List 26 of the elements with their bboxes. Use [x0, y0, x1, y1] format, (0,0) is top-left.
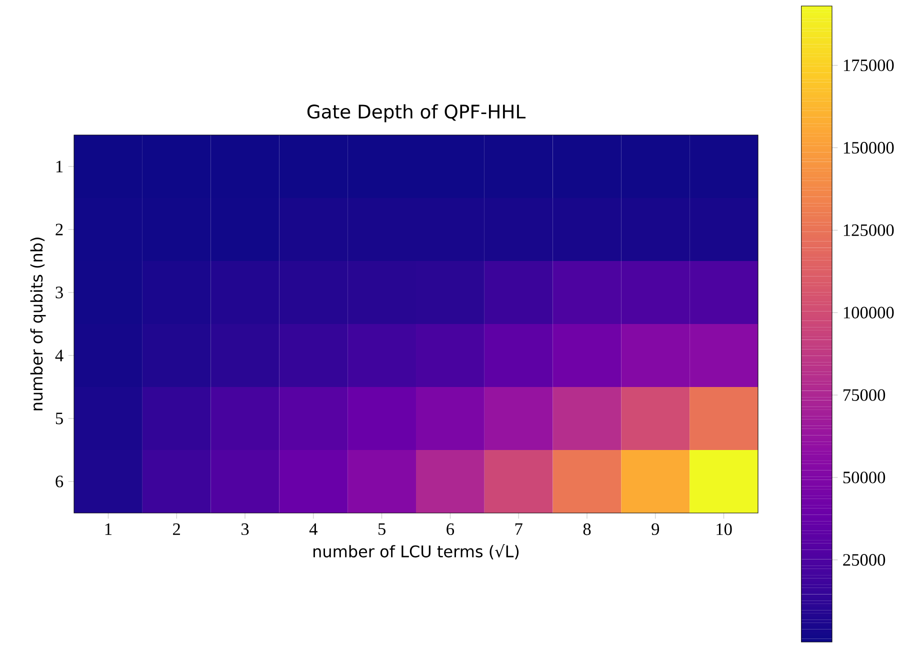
color-bar-label: 125000: [844, 224, 894, 236]
x-tick-label: 7: [515, 523, 522, 535]
color-bar-label: 75000: [844, 389, 886, 401]
x-tick-label: 5: [378, 523, 386, 535]
y-tick-label: 3: [56, 286, 63, 298]
color-bar-label: 100000: [844, 306, 894, 318]
x-tick-label: 4: [309, 523, 318, 535]
chart-title: Gate Depth of QPF-HHL: [307, 104, 526, 122]
y-tick-label: 4: [55, 350, 64, 362]
x-tick-label: 3: [242, 523, 249, 536]
x-tick-label: 6: [446, 523, 454, 536]
x-tick-label: 1: [105, 523, 112, 535]
x-axis-title: number of LCU terms (√L): [313, 544, 519, 560]
color-bar-label: 25000: [843, 554, 886, 566]
x-tick-label: 2: [173, 523, 180, 535]
color-bar-label: 175000: [844, 59, 894, 72]
y-tick-label: 5: [56, 412, 63, 424]
x-tick-label: 8: [583, 523, 591, 536]
x-tick-label: 9: [652, 523, 660, 536]
y-tick-label: 6: [56, 476, 64, 488]
color-bar-label: 150000: [844, 142, 894, 154]
y-tick-label: 1: [56, 160, 63, 172]
x-tick-label: 10: [716, 523, 732, 536]
color-bar-label: 50000: [843, 472, 886, 484]
y-tick-label: 2: [56, 224, 63, 236]
y-axis-title: number of qubits (nb): [30, 238, 46, 410]
